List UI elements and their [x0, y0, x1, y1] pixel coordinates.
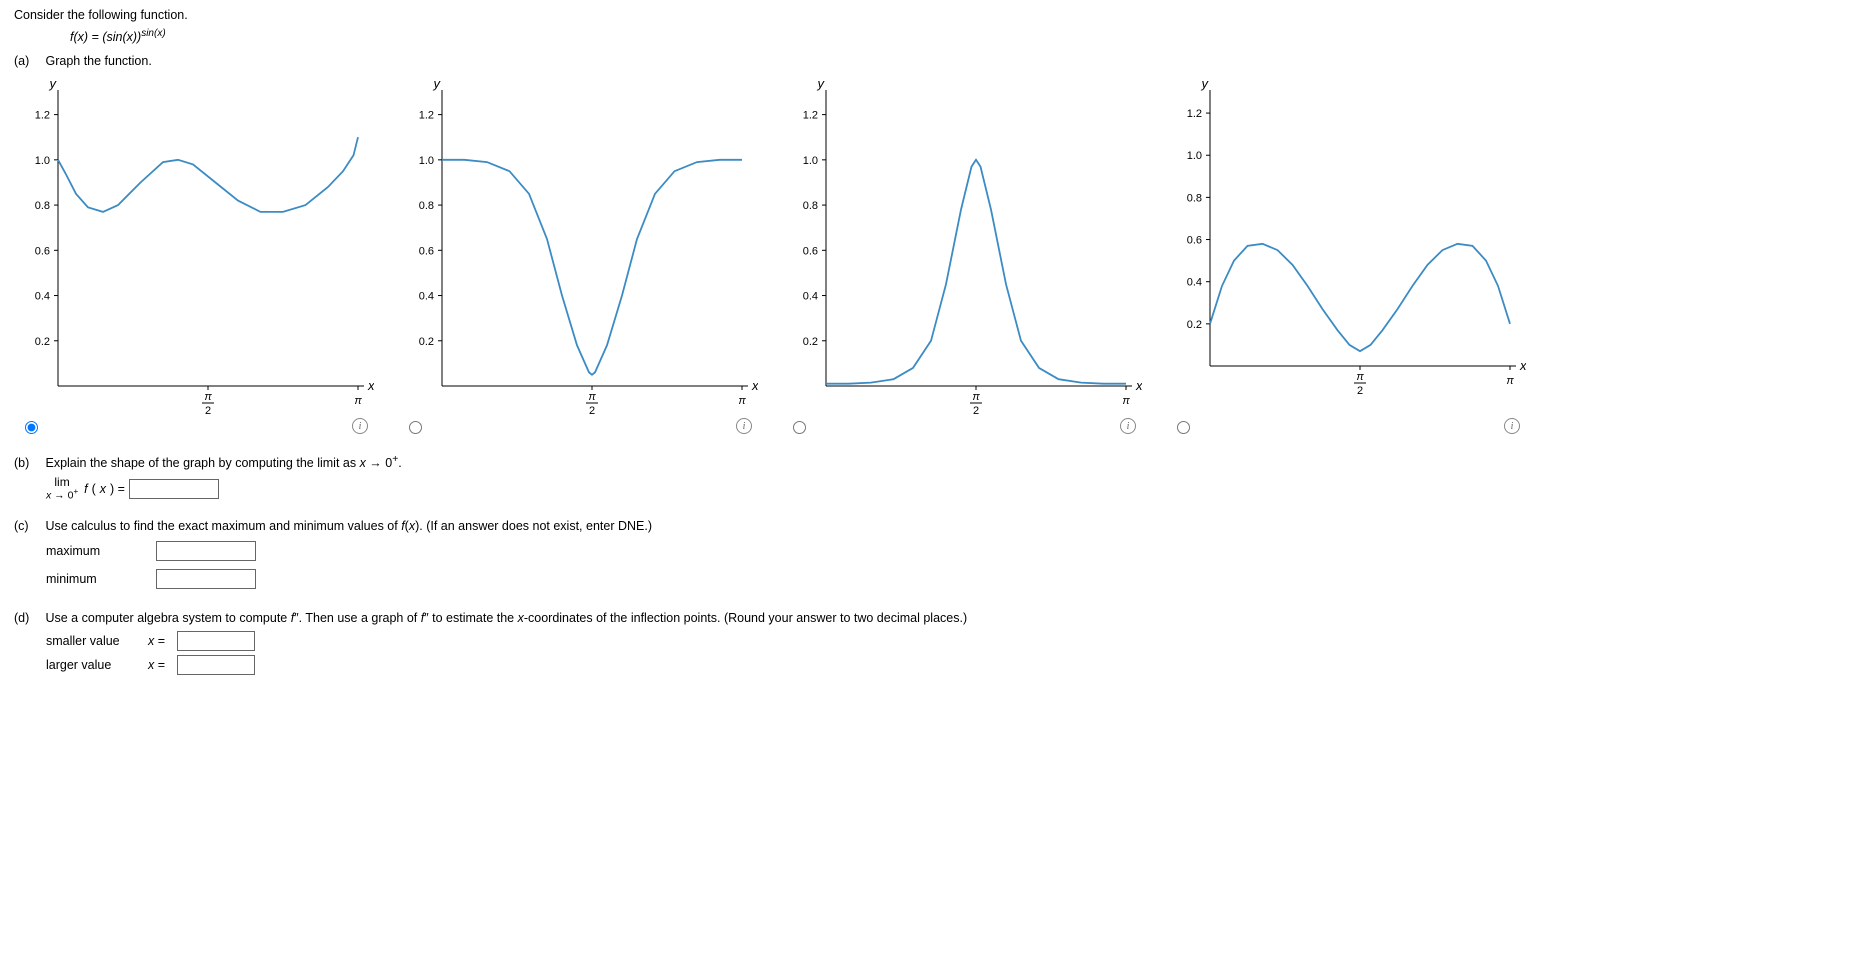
- part-a-label: (a): [14, 54, 42, 68]
- svg-text:π: π: [738, 395, 746, 407]
- part-c-label: (c): [14, 519, 42, 533]
- info-icon[interactable]: i: [1504, 418, 1520, 434]
- svg-text:y: y: [433, 76, 442, 91]
- svg-text:1.2: 1.2: [35, 110, 50, 122]
- part-d-text: Use a computer algebra system to compute…: [45, 611, 967, 625]
- svg-text:1.2: 1.2: [419, 110, 434, 122]
- limit-expression: lim x → 0+ f(x) =: [46, 476, 1855, 501]
- graph-option-2: y0.20.40.60.81.01.2xπ2π i: [398, 74, 758, 434]
- larger-value-row: larger value x =: [46, 655, 1855, 675]
- svg-text:π: π: [1122, 395, 1130, 407]
- svg-text:1.0: 1.0: [419, 155, 434, 167]
- svg-text:π: π: [588, 391, 596, 403]
- graph-radio-3[interactable]: [793, 421, 806, 434]
- part-a-row: (a) Graph the function.: [14, 54, 1855, 68]
- svg-text:0.4: 0.4: [803, 291, 818, 303]
- svg-text:1.2: 1.2: [1187, 108, 1202, 120]
- svg-text:y: y: [817, 76, 826, 91]
- limit-bottom: x → 0+: [46, 488, 78, 501]
- part-c-text: Use calculus to find the exact maximum a…: [45, 519, 652, 533]
- limit-top: lim: [54, 476, 69, 488]
- minimum-input[interactable]: [156, 569, 256, 589]
- part-c-row: (c) Use calculus to find the exact maxim…: [14, 519, 1855, 533]
- svg-text:0.6: 0.6: [35, 245, 50, 257]
- maximum-input[interactable]: [156, 541, 256, 561]
- info-icon[interactable]: i: [1120, 418, 1136, 434]
- graph-radio-2[interactable]: [409, 421, 422, 434]
- svg-text:0.6: 0.6: [803, 245, 818, 257]
- svg-text:π: π: [204, 391, 212, 403]
- part-b-label: (b): [14, 456, 42, 470]
- svg-text:0.4: 0.4: [35, 291, 50, 303]
- smaller-value-input[interactable]: [177, 631, 255, 651]
- svg-text:1.0: 1.0: [1187, 150, 1202, 162]
- svg-text:0.8: 0.8: [419, 200, 434, 212]
- svg-text:π: π: [354, 395, 362, 407]
- svg-text:y: y: [1201, 76, 1210, 91]
- svg-text:x: x: [1135, 378, 1142, 393]
- svg-text:π: π: [972, 391, 980, 403]
- svg-text:0.8: 0.8: [1187, 193, 1202, 205]
- part-b-text: Explain the shape of the graph by comput…: [45, 456, 401, 470]
- limit-fx: f: [84, 482, 87, 496]
- svg-text:2: 2: [205, 405, 211, 414]
- x-equals-2: x =: [148, 658, 165, 672]
- svg-text:0.6: 0.6: [1187, 235, 1202, 247]
- part-d-label: (d): [14, 611, 42, 625]
- svg-text:0.4: 0.4: [1187, 277, 1202, 289]
- intro-text: Consider the following function.: [14, 8, 1855, 22]
- smaller-value-label: smaller value: [46, 634, 136, 648]
- svg-text:2: 2: [973, 405, 979, 414]
- larger-value-input[interactable]: [177, 655, 255, 675]
- svg-text:0.2: 0.2: [1187, 319, 1202, 331]
- graph-radio-4[interactable]: [1177, 421, 1190, 434]
- maximum-label: maximum: [46, 544, 126, 558]
- graph-option-1: y0.20.40.60.81.01.2xπ2π i: [14, 74, 374, 434]
- svg-text:0.6: 0.6: [419, 245, 434, 257]
- minimum-label: minimum: [46, 572, 126, 586]
- maximum-row: maximum: [46, 541, 1855, 561]
- minimum-row: minimum: [46, 569, 1855, 589]
- svg-text:y: y: [49, 76, 58, 91]
- svg-text:0.4: 0.4: [419, 291, 434, 303]
- x-equals-1: x =: [148, 634, 165, 648]
- svg-text:x: x: [367, 378, 374, 393]
- svg-text:0.8: 0.8: [35, 200, 50, 212]
- graphs-container: y0.20.40.60.81.01.2xπ2π i y0.20.40.60.81…: [14, 74, 1855, 434]
- graph-option-3: y0.20.40.60.81.01.2xπ2π i: [782, 74, 1142, 434]
- info-icon[interactable]: i: [352, 418, 368, 434]
- svg-text:1.0: 1.0: [803, 155, 818, 167]
- graph-radio-1[interactable]: [25, 421, 38, 434]
- part-b-row: (b) Explain the shape of the graph by co…: [14, 454, 1855, 470]
- svg-text:π: π: [1506, 375, 1514, 387]
- svg-text:x: x: [751, 378, 758, 393]
- graph-option-4: y0.20.40.60.81.01.2xπ2π i: [1166, 74, 1526, 434]
- svg-text:0.2: 0.2: [803, 336, 818, 348]
- svg-text:1.0: 1.0: [35, 155, 50, 167]
- part-d-row: (d) Use a computer algebra system to com…: [14, 611, 1855, 625]
- info-icon[interactable]: i: [736, 418, 752, 434]
- svg-text:2: 2: [1357, 385, 1363, 397]
- part-a-text: Graph the function.: [45, 54, 151, 68]
- svg-text:0.2: 0.2: [419, 336, 434, 348]
- svg-text:2: 2: [589, 405, 595, 414]
- svg-text:1.2: 1.2: [803, 110, 818, 122]
- svg-text:0.2: 0.2: [35, 336, 50, 348]
- function-equation: f(x) = (sin(x))sin(x): [70, 28, 1855, 44]
- larger-value-label: larger value: [46, 658, 136, 672]
- svg-text:x: x: [1519, 358, 1526, 373]
- svg-text:π: π: [1356, 371, 1364, 383]
- limit-answer-input[interactable]: [129, 479, 219, 499]
- svg-text:0.8: 0.8: [803, 200, 818, 212]
- smaller-value-row: smaller value x =: [46, 631, 1855, 651]
